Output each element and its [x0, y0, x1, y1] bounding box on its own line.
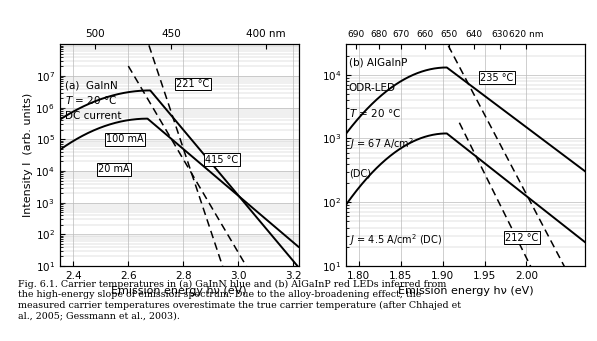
Text: $T$ = 20 °C: $T$ = 20 °C — [349, 107, 401, 119]
Text: 100 mA: 100 mA — [106, 134, 144, 144]
Text: ODR-LED: ODR-LED — [349, 83, 396, 93]
Text: Fig. 6.1. Carrier temperatures in (a) GaInN blue and (b) AlGaInP red LEDs inferr: Fig. 6.1. Carrier temperatures in (a) Ga… — [18, 280, 461, 320]
Text: 221 °C: 221 °C — [176, 79, 210, 89]
Text: DC current: DC current — [65, 110, 122, 121]
Text: $J$ = 67 A/cm$^2$: $J$ = 67 A/cm$^2$ — [349, 136, 414, 152]
Text: 212 °C: 212 °C — [506, 233, 538, 242]
Text: 415 °C: 415 °C — [205, 155, 238, 165]
Y-axis label: Intensity I  (arb. units): Intensity I (arb. units) — [23, 93, 33, 217]
Text: (b) AlGaInP: (b) AlGaInP — [349, 57, 407, 68]
Text: (a)  GaInN: (a) GaInN — [65, 80, 118, 91]
Text: 20 mA: 20 mA — [98, 164, 130, 175]
Text: 235 °C: 235 °C — [481, 73, 513, 83]
X-axis label: Emission energy hν (eV): Emission energy hν (eV) — [111, 286, 247, 296]
Text: $J$ = 4.5 A/cm$^2$ (DC): $J$ = 4.5 A/cm$^2$ (DC) — [349, 232, 442, 248]
Text: $T$ = 20 °C: $T$ = 20 °C — [65, 94, 117, 106]
X-axis label: Emission energy hν (eV): Emission energy hν (eV) — [398, 286, 534, 296]
Text: (DC): (DC) — [349, 169, 371, 179]
